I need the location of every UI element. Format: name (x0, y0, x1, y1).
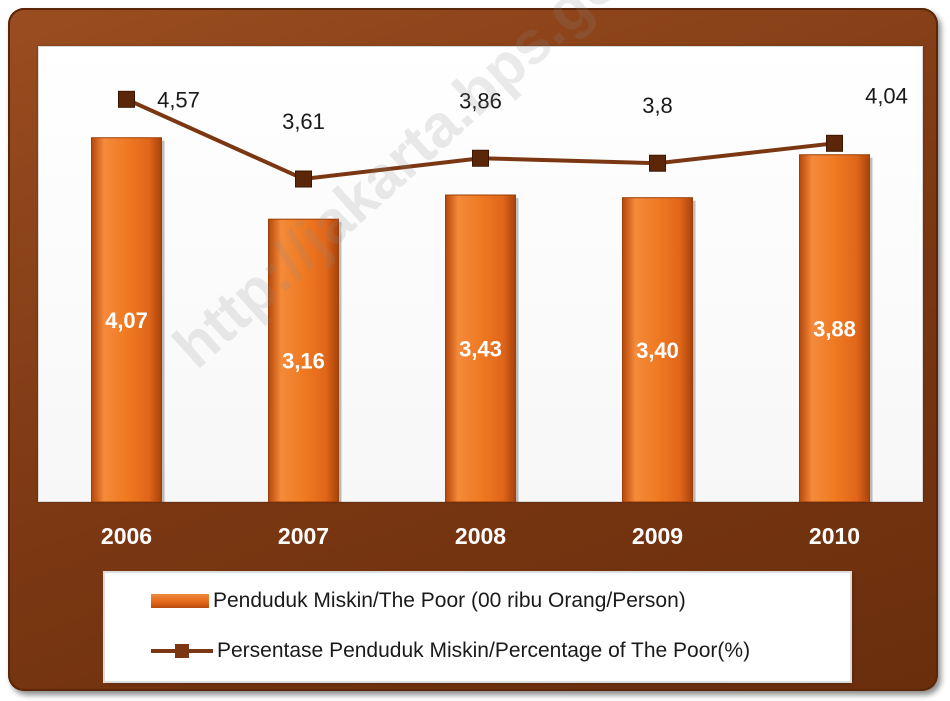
bar-value-label: 3,40 (636, 338, 679, 363)
bar-2006 (91, 137, 162, 502)
x-tick-label: 2007 (277, 523, 330, 549)
bar-2007 (268, 218, 339, 502)
legend-item-poor: Penduduk Miskin/The Poor (00 ribu Orang/… (151, 586, 686, 616)
legend-bar-swatch (151, 594, 209, 608)
legend-line-swatch (151, 644, 213, 658)
bar-value-label: 3,88 (813, 316, 856, 341)
x-tick-label: 2010 (808, 523, 861, 549)
chart-frame: 4,07 3,16 3,43 3,40 3,88 4,57 3,61 3,86 3,8 4,04 (8, 8, 938, 691)
x-tick-label: 2006 (100, 523, 153, 549)
x-tick-label: 2009 (631, 523, 684, 549)
legend: Penduduk Miskin/The Poor (00 ribu Orang/… (105, 573, 850, 681)
bar-2009 (622, 197, 693, 502)
legend-label-poor: Penduduk Miskin/The Poor (00 ribu Orang/… (213, 589, 686, 612)
line-marker-2006 (118, 90, 135, 108)
chart-svg: 4,07 3,16 3,43 3,40 3,88 4,57 3,61 3,86 3,8 4,04 (91, 83, 908, 502)
plot-area: 4,07 3,16 3,43 3,40 3,88 4,57 3,61 3,86 3,8 4,04 (38, 46, 923, 502)
bar-value-label: 3,16 (282, 349, 325, 374)
x-tick-label: 2008 (454, 523, 507, 549)
line-marker-2008 (472, 149, 489, 167)
line-value-label: 4,04 (865, 83, 908, 108)
line-value-label: 3,61 (282, 109, 325, 134)
bar-value-label: 4,07 (105, 308, 148, 333)
bar-2008 (445, 194, 516, 502)
line-marker-2009 (649, 154, 666, 172)
line-value-label: 3,8 (642, 93, 673, 118)
bar-value-label: 3,43 (459, 337, 502, 362)
legend-label-percentage: Persentase Penduduk Miskin/Percentage of… (217, 639, 751, 662)
bar-2010 (799, 154, 870, 502)
line-marker-2007 (295, 170, 312, 188)
line-marker-2010 (826, 134, 843, 152)
line-value-label: 3,86 (459, 88, 502, 113)
legend-item-percentage: Persentase Penduduk Miskin/Percentage of… (151, 636, 750, 666)
line-value-label: 4,57 (157, 87, 200, 112)
